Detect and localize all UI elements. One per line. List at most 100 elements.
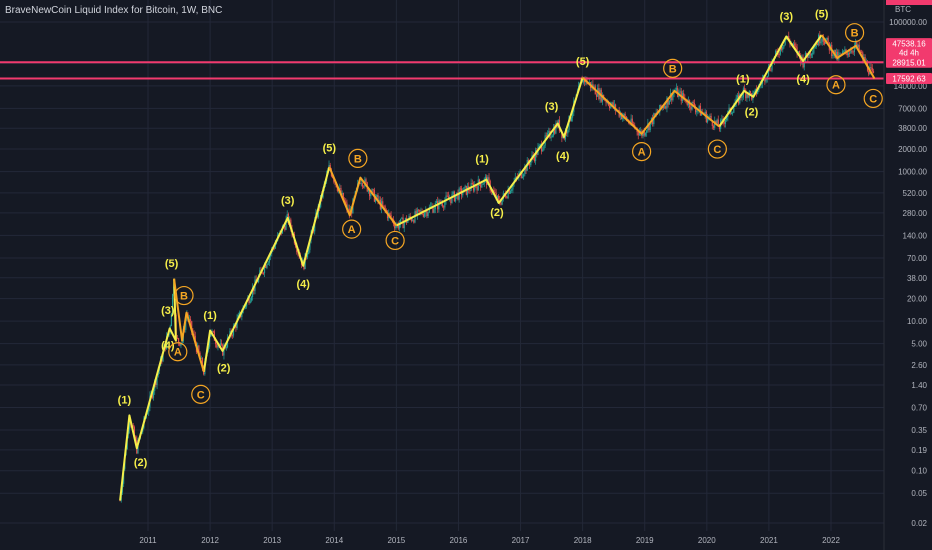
candle-body [435, 201, 438, 204]
impulse-wave-path [718, 34, 823, 128]
candle-body [445, 195, 447, 202]
candle-body [342, 192, 344, 201]
candle-body [474, 185, 476, 191]
price-tag [886, 72, 932, 84]
candle-body [609, 105, 611, 109]
price-tick-label: 1.40 [911, 381, 927, 390]
candle-body [389, 213, 391, 215]
candle-body [686, 102, 688, 105]
candle-body [525, 166, 527, 171]
candle-body [765, 79, 767, 82]
candle-body [736, 95, 738, 98]
wave-label-circle [168, 342, 188, 362]
candle-body [520, 171, 522, 178]
candle-body [501, 198, 503, 205]
wave-label: (5) [815, 8, 829, 20]
candle-body [171, 294, 174, 314]
candle-body [774, 50, 777, 57]
wave-label: A [638, 147, 646, 159]
wave-label-circle [863, 88, 883, 109]
candle-body [360, 183, 362, 185]
candle-body [432, 206, 434, 213]
price-tick-label: 1000.00 [898, 168, 927, 177]
wave-label: (3) [780, 11, 794, 23]
candle-body [835, 51, 838, 58]
candle-body [469, 190, 471, 192]
candle-body [481, 185, 483, 188]
candle-body [782, 46, 784, 50]
candle-body [512, 183, 514, 190]
candle-body [779, 46, 781, 55]
candle-body [266, 264, 268, 268]
candle-body [407, 219, 409, 223]
candle-body [660, 104, 662, 109]
candle-body [429, 206, 432, 208]
candle-body [217, 345, 219, 348]
candle-body [490, 191, 493, 192]
candle-body [853, 46, 856, 53]
candle-body [776, 50, 778, 52]
elliott-wave-paths[interactable] [119, 34, 876, 501]
candle-body [180, 342, 182, 346]
candle-body [862, 52, 864, 60]
candle-body [235, 324, 237, 328]
wave-label: C [391, 235, 399, 247]
candle-body [816, 43, 818, 45]
candle-body [496, 195, 498, 200]
candle-body [397, 223, 399, 229]
candle-body [770, 70, 772, 72]
horizontal-levels[interactable] [0, 61, 884, 80]
candle-body [716, 119, 718, 124]
candle-body [367, 189, 370, 192]
candle-body [771, 61, 773, 71]
candle-body [672, 93, 674, 101]
wave-label-circle [663, 58, 683, 78]
corrective-wave-path [581, 76, 720, 135]
price-tag-label: 47538.16 [892, 40, 926, 49]
candle-body [572, 112, 574, 118]
price-axis-panel[interactable] [884, 0, 932, 550]
impulse-wave-path [395, 77, 584, 227]
candle-body [285, 219, 287, 230]
candle-body [704, 111, 706, 115]
candle-body [521, 176, 524, 178]
candle-body [422, 214, 424, 217]
candle-body [253, 287, 255, 292]
candle-body [870, 67, 872, 68]
candle-body [459, 188, 461, 190]
time-tick-label: 2018 [574, 536, 592, 545]
candle-body [200, 358, 202, 359]
price-tick-label: 0.70 [911, 404, 927, 413]
candle-body [849, 53, 851, 55]
candle-body [696, 110, 698, 113]
candle-body [201, 358, 204, 369]
corrective-wave-path [328, 166, 398, 227]
time-tick-label: 2013 [263, 536, 281, 545]
candle-body [667, 97, 669, 105]
candle-body [854, 41, 857, 47]
candle-body [132, 425, 134, 428]
price-tick-label: 2000.00 [898, 145, 927, 154]
candle-body [209, 336, 211, 347]
candle-body [415, 211, 417, 216]
candle-body [613, 104, 615, 108]
candle-body [841, 51, 844, 55]
candle-body [851, 50, 853, 52]
candle-body [545, 135, 547, 137]
price-tick-label: 7000.00 [898, 104, 927, 113]
candle-body [181, 341, 183, 343]
candle-body [419, 209, 421, 212]
candle-body [693, 102, 695, 108]
wave-label: (5) [165, 258, 179, 270]
candle-body [454, 195, 457, 202]
price-tag-countdown: 4d 4h [899, 49, 919, 58]
wave-label-circle [342, 219, 362, 239]
candle-body [464, 185, 466, 188]
candle-body [177, 338, 180, 343]
price-tick-label: 70.00 [907, 254, 928, 263]
candle-body [610, 104, 612, 109]
candle-body [588, 82, 590, 84]
